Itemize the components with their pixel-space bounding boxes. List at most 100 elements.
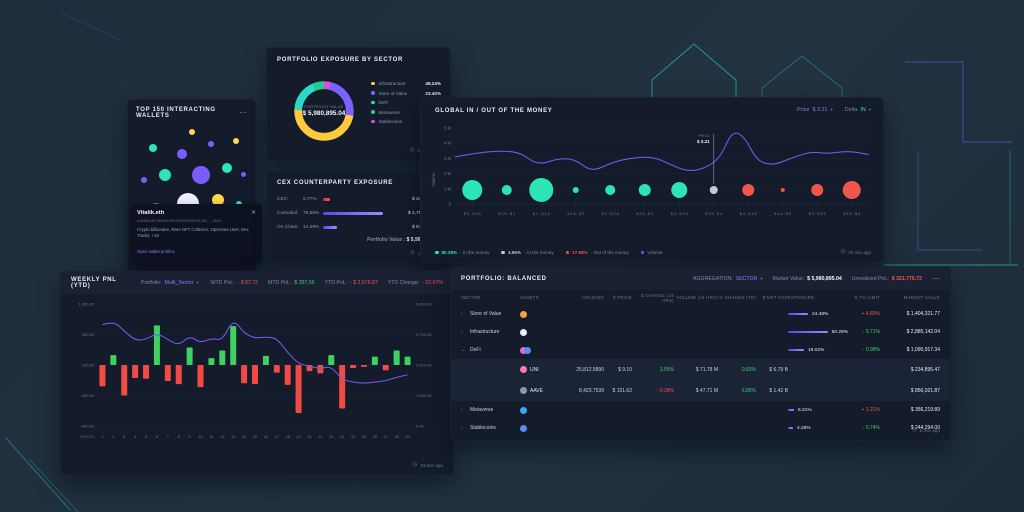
svg-text:$ 5.5 - $ 6: $ 5.5 - $ 6 (843, 212, 860, 216)
mkt-cap: $ 6.79 B (769, 366, 788, 373)
svg-text:0: 0 (449, 202, 452, 207)
wallet-bubble[interactable] (211, 194, 224, 207)
pnl-bar[interactable] (328, 355, 335, 365)
pnl-bar[interactable] (208, 358, 215, 365)
sector-row-stablecoins[interactable]: › Stablecoins 4.26% - 0.74% $ 244,294.00 (451, 419, 950, 437)
expand-chevron-icon[interactable]: ⌄ (461, 347, 466, 353)
svg-text:24: 24 (351, 435, 355, 439)
exposure-bar (788, 312, 808, 316)
sector-row-infrastructure[interactable]: › Infrastructure 50.29% - 9.71% $ 2,885,142.… (451, 323, 950, 341)
wallet-bubble[interactable] (222, 163, 233, 174)
money-bubble-in[interactable] (501, 185, 512, 195)
pnl-bar[interactable] (110, 355, 117, 365)
open-wallet-profile-link[interactable]: Open wallet profiles (137, 248, 175, 254)
legend-dot (640, 250, 645, 255)
sector-donut-chart[interactable]: PORTFOLIO VALUE $ 5,980,895.04 (289, 76, 359, 146)
pnl-bar[interactable] (404, 356, 411, 365)
pnl-bar[interactable] (262, 355, 269, 365)
donut-slice-infrastructure[interactable] (294, 81, 354, 141)
expand-chevron-icon[interactable]: › (461, 329, 463, 335)
donut-slice-metaverse[interactable] (294, 81, 354, 141)
pnl-bar[interactable] (175, 365, 182, 385)
svg-text:2,500.00: 2,500.00 (416, 363, 432, 368)
wallets-menu-button[interactable]: ⋯ (239, 108, 247, 117)
sector-row-store-of-value[interactable]: › Store of Value 24.48% + 4.89% $ 1,404,321.… (451, 305, 950, 323)
pnl-bar[interactable] (241, 365, 248, 384)
pnl-bar[interactable] (393, 350, 400, 365)
asset-row-aave[interactable]: AAVE 8,423.7539 $ 101.62 - 0.28% $ 47.71 M 6.… (451, 380, 950, 401)
pnl-bar[interactable] (143, 365, 150, 379)
svg-text:16: 16 (264, 435, 268, 439)
sector-row-defi[interactable]: ⌄ DeFi 19.02% - 0.98% $ 1,090,917.34 (451, 341, 950, 359)
svg-text:13: 13 (231, 435, 235, 439)
money-bubble-out[interactable] (811, 184, 824, 196)
expand-chevron-icon[interactable]: › (461, 311, 463, 317)
pnl-bar[interactable] (371, 356, 378, 365)
svg-text:4: 4 (134, 435, 136, 439)
wallet-bubble[interactable] (140, 176, 147, 183)
money-bubble-in[interactable] (462, 180, 483, 200)
pnl-bar[interactable] (317, 365, 324, 374)
market-value: $ 244,294.00 (910, 425, 940, 431)
svg-text:$ 2 - $ 2.5: $ 2 - $ 2.5 (602, 212, 619, 216)
wallet-bubble[interactable] (241, 172, 247, 178)
money-bubble-at[interactable] (709, 186, 718, 194)
pnl-bar[interactable] (273, 365, 280, 373)
pnl-bar[interactable] (295, 365, 302, 414)
pnl-bar[interactable] (350, 365, 357, 369)
pnl-bar[interactable] (186, 347, 193, 365)
pnl-bar[interactable] (164, 365, 171, 382)
wallet-bubble[interactable] (159, 168, 172, 181)
pnl-bar[interactable] (99, 365, 106, 387)
pnl-bar[interactable] (339, 365, 346, 409)
cumulative-pnl-line (102, 322, 408, 384)
close-icon[interactable]: ✕ (250, 210, 256, 216)
portfolio-selector[interactable]: Portfolio: Multi_Sector ▾ (141, 280, 199, 286)
cex-title: CEX COUNTERPARTY EXPOSURE (277, 180, 393, 186)
wallet-bubble[interactable] (149, 143, 158, 152)
price-dropdown[interactable]: Price $ 3.21 ▾ (797, 107, 833, 113)
change-7d: 6.85% (741, 387, 756, 394)
panel-top-wallets: TOP 150 INTERACTING WALLETS ⋯ Vitalik.et… (127, 99, 262, 292)
delta-dropdown[interactable]: Delta IN ▾ (844, 107, 871, 113)
wallet-bubble[interactable] (236, 200, 243, 207)
money-bubble-in[interactable] (572, 187, 579, 193)
money-bubble-in[interactable] (605, 185, 616, 195)
legend-label: Store of Value (378, 90, 408, 96)
wallet-bubble[interactable] (188, 128, 195, 135)
donut-slice-store-of-value[interactable] (294, 81, 354, 141)
expand-chevron-icon[interactable]: › (461, 407, 463, 413)
pnl-bar[interactable] (230, 326, 237, 365)
sector-row-metaverse[interactable]: › Metaverse 6.21% + 1.21% $ 356,219.89 (451, 401, 950, 419)
column-header: SECTOR (461, 295, 481, 300)
global-money-chart[interactable]: 5 M 4 M 3 M 2 M 1 M 0 Volume $ 0 - $ 0.5 $ 0.5 -… (429, 120, 875, 238)
money-bubble-in[interactable] (638, 184, 651, 196)
pnl-bar[interactable] (197, 365, 204, 388)
table-menu-button[interactable]: ⋯ (932, 274, 940, 283)
pnl-bar[interactable] (252, 365, 258, 385)
expand-chevron-icon[interactable]: › (461, 425, 463, 431)
pnl-bar[interactable] (153, 325, 160, 365)
wallet-bubble[interactable] (176, 149, 187, 159)
aggregation-dropdown[interactable]: AGGREGATION: SECTOR ▾ (693, 276, 763, 282)
money-bubble-out[interactable] (742, 184, 755, 196)
pnl-bar[interactable] (382, 365, 389, 371)
pnl-bar[interactable] (360, 365, 367, 367)
money-bubble-in[interactable] (529, 178, 554, 202)
pnl-bar[interactable] (284, 365, 291, 385)
wallet-bubble[interactable] (192, 165, 211, 184)
cex-row: Custodial:79.56%$ 4,758,333.64 (277, 209, 440, 217)
pnl-bar[interactable] (121, 365, 128, 396)
sector-name: Stablecoins (470, 425, 496, 431)
wallet-bubble[interactable] (207, 141, 214, 148)
money-bubble-in[interactable] (671, 182, 688, 198)
pnl-bar[interactable] (219, 350, 226, 365)
svg-text:$ 1 - $ 1.5: $ 1 - $ 1.5 (533, 212, 550, 216)
money-bubble-out[interactable] (842, 181, 861, 199)
svg-text:12: 12 (220, 435, 224, 439)
pnl-bar[interactable] (132, 365, 139, 378)
wallet-bubble[interactable] (232, 138, 239, 145)
money-bubble-out[interactable] (780, 188, 785, 192)
asset-row-uni[interactable]: UNI 25,812.5890 $ 9.10 3.55% $ 71.78 M 0.83% $… (451, 359, 950, 380)
